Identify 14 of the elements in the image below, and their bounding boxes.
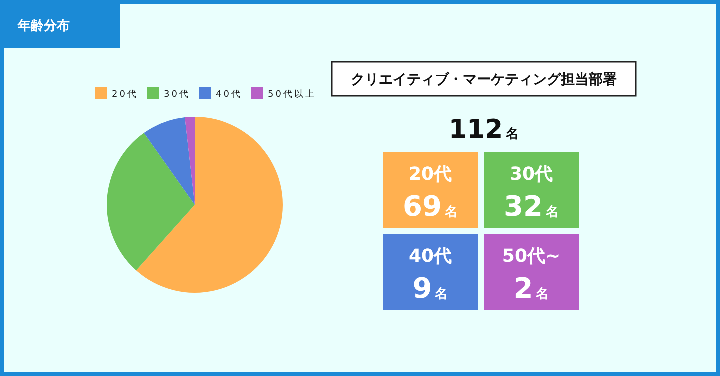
- chart-title: 年齢分布: [17, 19, 70, 34]
- pie-slice: [185, 117, 195, 205]
- legend-label: 30代: [164, 89, 190, 100]
- category-label: 50代~: [502, 246, 561, 267]
- text: クリエイティブ・マーケティング担当部署: [351, 71, 617, 88]
- pie-slice: [136, 117, 283, 293]
- legend-label: 40代: [216, 89, 242, 100]
- legend-label: 20代: [112, 89, 138, 100]
- category-label: 40代: [408, 246, 452, 267]
- category-label: 30代: [510, 164, 554, 185]
- pie-slice: [107, 133, 195, 271]
- legend-label: 50代以上: [268, 89, 316, 100]
- pie-slice: [144, 118, 195, 205]
- category-label: 20代: [408, 164, 452, 185]
